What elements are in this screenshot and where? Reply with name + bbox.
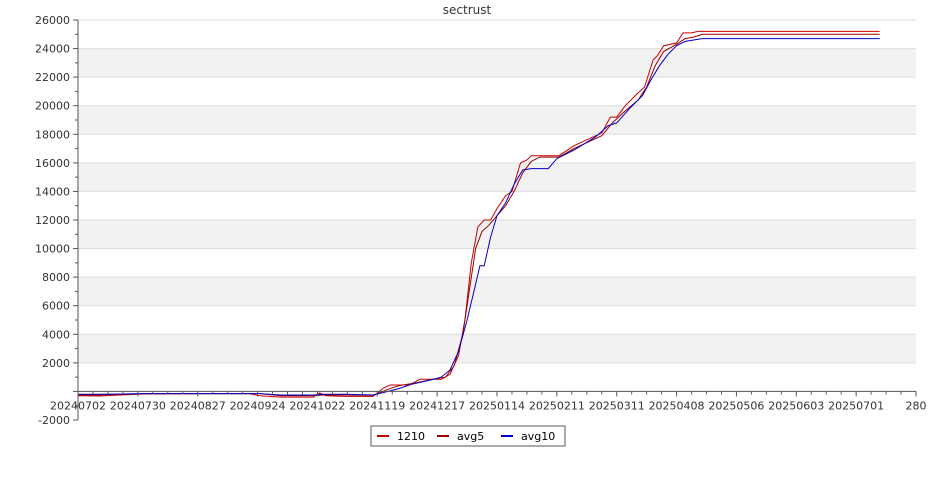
y-tick-label: 20000 [35, 100, 70, 113]
x-tick-label: 20250311 [589, 399, 645, 412]
y-tick-label: -2000 [38, 414, 70, 427]
x-tick-label: 20250603 [768, 399, 824, 412]
x-tick-label: 20250211 [529, 399, 585, 412]
x-tick-label: 20241022 [289, 399, 345, 412]
plot-band [78, 48, 916, 78]
y-tick-label: 14000 [35, 185, 70, 198]
chart-title: sectrust [443, 3, 492, 17]
series-line-avg10 [78, 38, 880, 396]
plot-band [78, 105, 916, 135]
x-tick-label: 20241119 [349, 399, 405, 412]
x-tick-label: 20250701 [828, 399, 884, 412]
y-tick-label: 24000 [35, 43, 70, 56]
plot-band [78, 334, 916, 363]
plot-band [78, 220, 916, 249]
series-line-1210 [77, 30, 880, 398]
x-tick-label: 20250408 [649, 399, 705, 412]
plot-band [78, 162, 916, 192]
legend-label: 1210 [397, 430, 425, 443]
y-tick-label: 6000 [42, 300, 70, 313]
y-tick-label: 2000 [42, 357, 70, 370]
x-ticks: 20240702 20240730 20240827 20240924 20241022… [50, 391, 927, 412]
x-tick-label: 20250114 [469, 399, 525, 412]
y-tick-label: 8000 [42, 271, 70, 284]
y-ticks: 26000 24000 22000 20000 18000 16000 14000 12000… [35, 14, 78, 427]
x-tick-label: 20240827 [170, 399, 226, 412]
x-tick-label: 20250506 [708, 399, 764, 412]
x-tick-label: 280 [906, 399, 927, 412]
legend-label: avg10 [521, 430, 555, 443]
x-tick-label: 20241217 [409, 399, 465, 412]
y-tick-label: 10000 [35, 243, 70, 256]
legend-label: avg5 [457, 430, 484, 443]
series-line-avg5 [78, 33, 880, 397]
y-tick-label: 18000 [35, 128, 70, 141]
series-layer [77, 30, 880, 398]
y-tick-label: 12000 [35, 214, 70, 227]
x-tick-label: 20240730 [110, 399, 166, 412]
y-tick-label: 26000 [35, 14, 70, 27]
legend-box [370, 425, 566, 447]
y-tick-label: 16000 [35, 157, 70, 170]
legend: 1210 avg5 avg10 [370, 425, 566, 447]
plot-bands [78, 48, 916, 363]
y-tick-label: 22000 [35, 71, 70, 84]
y-tick-label: 4000 [42, 328, 70, 341]
plot-band [78, 277, 916, 306]
gridlines [78, 19, 916, 364]
x-tick-label: 20240924 [230, 399, 286, 412]
x-tick-label: 20240702 [50, 399, 106, 412]
